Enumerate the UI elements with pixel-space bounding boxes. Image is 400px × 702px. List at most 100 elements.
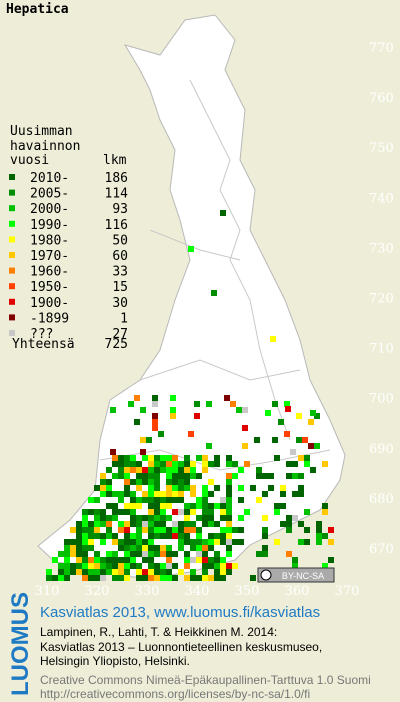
record-square xyxy=(208,461,214,467)
record-square xyxy=(226,521,232,527)
record-square xyxy=(100,491,106,497)
record-square xyxy=(172,461,178,467)
record-square xyxy=(166,455,172,461)
record-square xyxy=(226,485,232,491)
record-square xyxy=(94,569,100,575)
record-square xyxy=(124,479,130,485)
record-square xyxy=(250,575,256,581)
record-square xyxy=(94,485,100,491)
record-square xyxy=(130,551,136,557)
record-square xyxy=(214,563,220,569)
record-square xyxy=(274,509,280,515)
record-square xyxy=(190,485,196,491)
record-square xyxy=(220,527,226,533)
record-square xyxy=(148,551,154,557)
record-square xyxy=(184,557,190,563)
record-square xyxy=(106,485,112,491)
legend-column: vuosi xyxy=(10,153,49,168)
record-square xyxy=(178,473,184,479)
record-square xyxy=(154,563,160,569)
legend-count: 33 xyxy=(112,265,128,280)
record-square xyxy=(154,545,160,551)
record-square xyxy=(172,497,178,503)
legend-label: 2005- xyxy=(30,187,69,202)
region-border xyxy=(149,229,241,261)
record-square xyxy=(148,491,154,497)
record-square xyxy=(214,533,220,539)
record-square xyxy=(64,557,70,563)
record-square xyxy=(172,575,178,581)
legend-swatch xyxy=(9,174,15,180)
record-square xyxy=(232,461,238,467)
record-square xyxy=(196,539,202,545)
record-square xyxy=(148,455,154,461)
record-square xyxy=(148,575,154,581)
legend-heading: Uusimman xyxy=(10,124,73,139)
legend-swatch xyxy=(9,298,15,305)
record-square xyxy=(124,545,130,551)
record-square xyxy=(136,479,142,485)
record-square xyxy=(302,437,308,443)
record-square xyxy=(304,527,310,533)
record-square xyxy=(190,527,196,533)
record-square xyxy=(202,455,208,461)
record-square xyxy=(58,575,64,581)
record-square xyxy=(196,545,202,551)
record-square xyxy=(136,575,142,581)
record-square xyxy=(58,563,64,569)
record-square xyxy=(202,491,208,497)
record-square xyxy=(214,551,220,557)
record-square xyxy=(142,515,148,521)
record-square xyxy=(106,467,112,473)
x-coordinate-label: 340 xyxy=(185,584,210,599)
record-square xyxy=(226,551,232,557)
record-square xyxy=(226,455,232,461)
license-badge: BY-NC-SA xyxy=(257,567,335,583)
record-square xyxy=(118,455,124,461)
axes: 770 760 750 740 730 720 710 700 690 680 670 310 320 3… xyxy=(35,41,394,599)
legend-label: 1990- xyxy=(30,218,69,233)
record-square xyxy=(100,563,106,569)
x-coordinate-label: 370 xyxy=(335,584,360,599)
record-square xyxy=(262,515,268,521)
record-square xyxy=(166,557,172,563)
record-square xyxy=(160,509,166,515)
record-square xyxy=(112,461,118,467)
record-square xyxy=(208,479,214,485)
record-square xyxy=(112,515,118,521)
y-coordinate-label: 680 xyxy=(369,492,394,507)
record-square xyxy=(100,557,106,563)
record-square xyxy=(178,491,184,497)
legend-count: 1 xyxy=(120,311,128,326)
record-square xyxy=(220,497,226,503)
record-square xyxy=(142,467,148,473)
record-square xyxy=(238,539,244,545)
record-square xyxy=(292,515,298,521)
record-square xyxy=(160,569,166,575)
record-square xyxy=(140,437,146,443)
legend-swatch xyxy=(9,283,15,290)
record-square xyxy=(226,509,232,515)
record-square xyxy=(298,491,304,497)
record-square xyxy=(220,515,226,521)
record-square xyxy=(136,485,142,491)
record-square xyxy=(208,533,214,539)
record-square xyxy=(154,569,160,575)
legend-swatch xyxy=(9,314,15,321)
record-square xyxy=(88,527,94,533)
record-square xyxy=(160,551,166,557)
record-square xyxy=(88,557,94,563)
record-square xyxy=(196,503,202,509)
record-square xyxy=(196,455,202,461)
record-square xyxy=(278,419,284,425)
record-square xyxy=(184,521,190,527)
legend-count: 60 xyxy=(112,249,128,264)
record-square xyxy=(154,527,160,533)
y-coordinate-label: 760 xyxy=(369,91,394,106)
record-square xyxy=(226,569,232,575)
record-square xyxy=(130,545,136,551)
record-square xyxy=(148,563,154,569)
record-square xyxy=(188,246,194,252)
record-square xyxy=(76,521,82,527)
record-square xyxy=(238,515,244,521)
